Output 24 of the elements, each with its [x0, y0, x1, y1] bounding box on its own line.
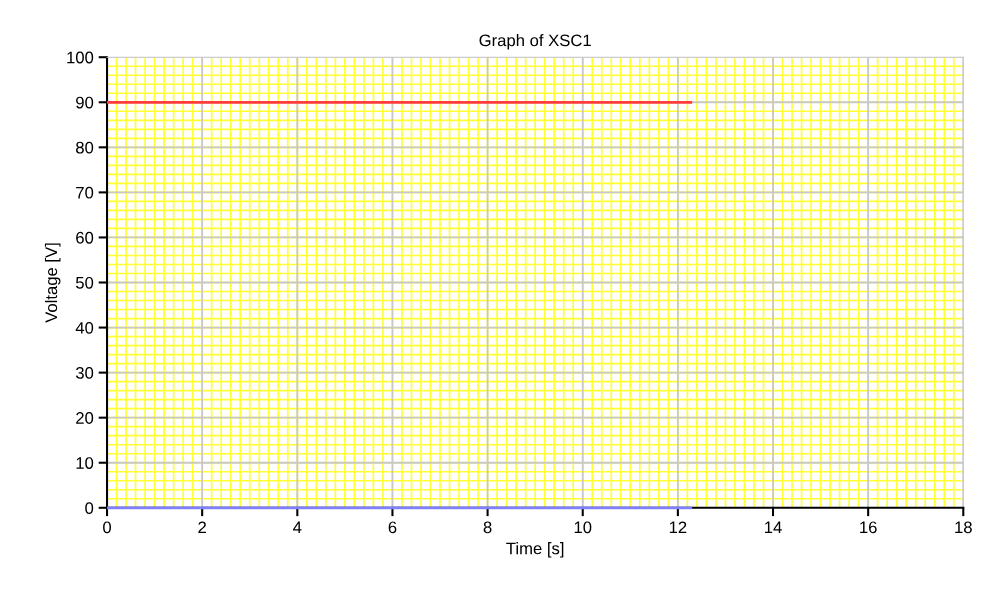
y-tick-label: 40 — [75, 321, 94, 334]
y-tick-label: 20 — [76, 412, 94, 424]
x-tick-label: 4 — [293, 521, 302, 534]
y-tick-label: 50 — [75, 276, 94, 289]
x-axis-title: Time [s] — [506, 542, 564, 558]
x-tick-label: 12 — [669, 521, 687, 534]
y-axis-title: Voltage [V] — [44, 243, 61, 323]
y-tick-label: 90 — [76, 96, 94, 109]
x-tick-label: 8 — [483, 521, 492, 534]
x-tick-label: 16 — [860, 521, 877, 534]
x-tick-label: 18 — [955, 521, 972, 534]
x-tick-label: 14 — [765, 521, 782, 534]
x-tick-label: 10 — [574, 521, 592, 534]
y-tick-label: 0 — [85, 502, 94, 514]
x-tick-label: 6 — [388, 521, 397, 534]
y-tick-label: 10 — [76, 457, 94, 469]
y-tick-label: 60 — [76, 231, 94, 244]
chart-title: Graph of XSC1 — [479, 34, 591, 50]
y-tick-label: 70 — [76, 186, 94, 199]
x-tick-label: 2 — [198, 521, 206, 534]
y-tick-label: 80 — [76, 141, 94, 154]
y-tick-label: 30 — [75, 367, 94, 379]
x-tick-label: 0 — [103, 521, 112, 534]
y-tick-label: 100 — [67, 51, 94, 64]
